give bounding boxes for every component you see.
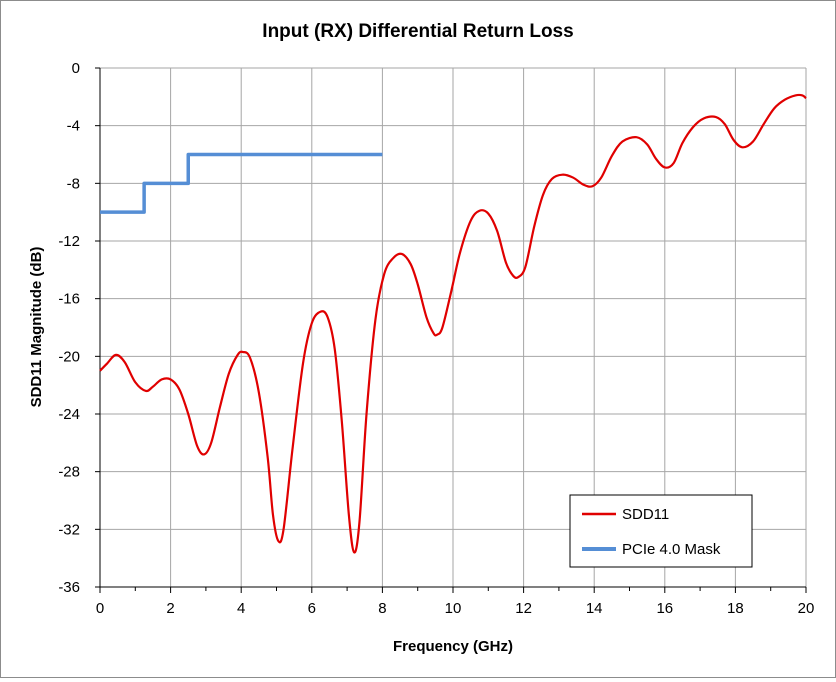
x-tick-label: 20 xyxy=(798,600,815,617)
y-axis-title: SDD11 Magnitude (dB) xyxy=(28,247,45,408)
series-line-pcie-mask xyxy=(100,152,383,214)
y-tick-label: -4 xyxy=(67,118,80,135)
y-tick-label: 0 xyxy=(72,60,80,77)
axis-layer: 0 2 4 6 8 10 12 14 16 18 20 0 -4 -8 -12 -16 -20 -24 -28 -32… xyxy=(58,60,814,617)
x-tick-label: 12 xyxy=(515,600,532,617)
legend-box xyxy=(569,494,753,568)
x-axis-title: Frequency (GHz) xyxy=(393,638,513,655)
legend-label-pcie-mask: PCIe 4.0 Mask xyxy=(622,541,721,558)
y-tick-label: -8 xyxy=(67,175,80,192)
y-tick-label: -36 xyxy=(58,579,80,596)
x-tick-label: 0 xyxy=(96,600,104,617)
y-tick-label: -12 xyxy=(58,233,80,250)
x-tick-label: 2 xyxy=(166,600,174,617)
x-tick-label: 10 xyxy=(445,600,462,617)
legend: SDD11 PCIe 4.0 Mask xyxy=(569,494,753,568)
x-tick-label: 16 xyxy=(656,600,673,617)
legend-label-sdd11: SDD11 xyxy=(622,506,669,523)
chart-title: Input (RX) Differential Return Loss xyxy=(262,21,573,42)
y-tick-label: -20 xyxy=(58,348,80,365)
y-tick-label: -24 xyxy=(58,406,80,423)
x-tick-label: 14 xyxy=(586,600,603,617)
series-line-sdd11 xyxy=(99,93,807,554)
x-tick-label: 6 xyxy=(308,600,316,617)
x-tick-label: 8 xyxy=(378,600,386,617)
x-tick-label: 18 xyxy=(727,600,744,617)
series-layer xyxy=(99,93,807,554)
x-tick-label: 4 xyxy=(237,600,245,617)
y-tick-label: -32 xyxy=(58,521,80,538)
y-tick-label: -28 xyxy=(58,464,80,481)
y-tick-label: -16 xyxy=(58,291,80,308)
